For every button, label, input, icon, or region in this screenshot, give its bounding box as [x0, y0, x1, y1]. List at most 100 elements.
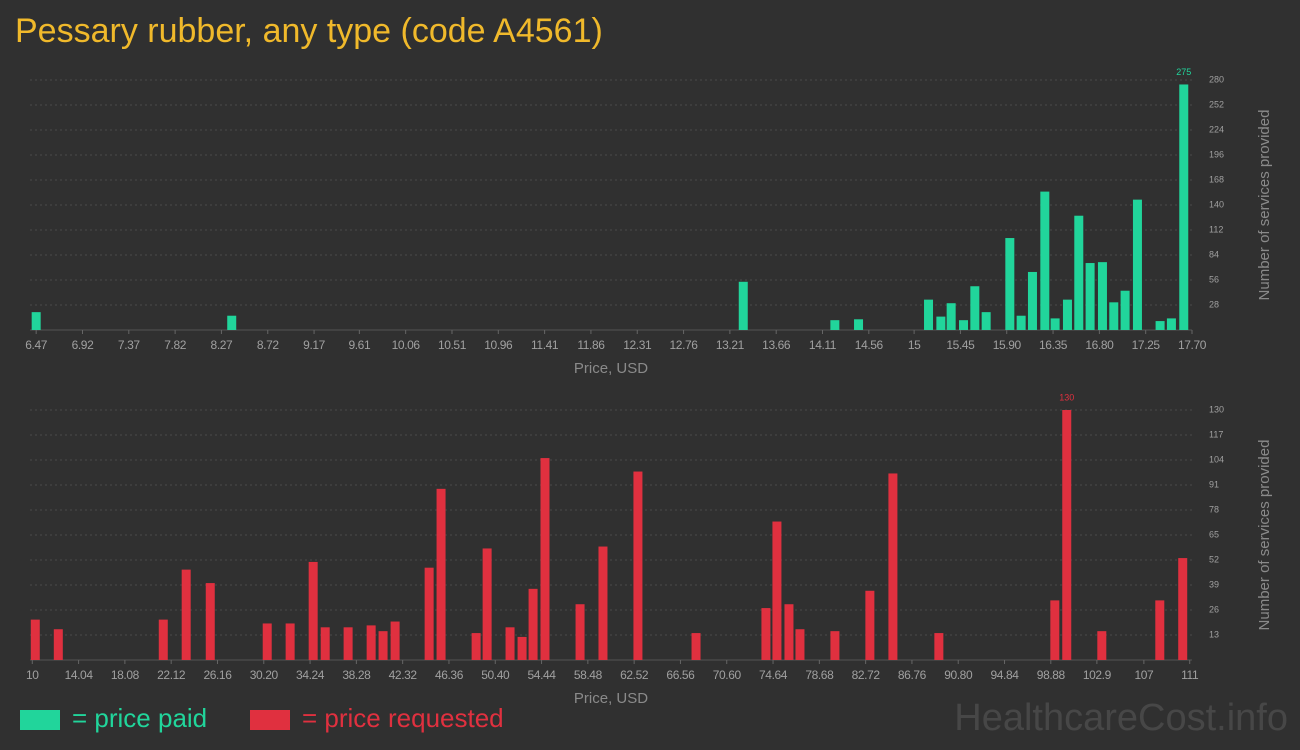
- bar: [158, 619, 168, 660]
- y-tick-label: 224: [1209, 124, 1224, 134]
- bar: [517, 636, 527, 660]
- bar: [598, 546, 608, 660]
- bar: [936, 316, 946, 330]
- x-tick-label: 107: [1134, 668, 1154, 682]
- bar: [1097, 262, 1107, 330]
- y-tick-label: 52: [1209, 554, 1219, 564]
- bar: [320, 627, 330, 660]
- x-tick-label: 9.17: [303, 338, 325, 352]
- bar: [1062, 410, 1072, 660]
- x-tick-label: 98.88: [1037, 668, 1066, 682]
- bar: [795, 629, 805, 660]
- x-tick-label: 9.61: [348, 338, 370, 352]
- x-tick-label: 7.82: [164, 338, 186, 352]
- bar: [854, 319, 864, 330]
- bar: [471, 633, 481, 660]
- bar: [540, 458, 550, 660]
- x-tick-label: 74.64: [759, 668, 788, 682]
- y-tick-label: 112: [1209, 224, 1223, 234]
- y-tick-label: 78: [1209, 504, 1219, 514]
- watermark: HealthcareCost.info: [954, 697, 1288, 739]
- y-tick-label: 196: [1209, 149, 1224, 159]
- x-axis-label: Price, USD: [574, 360, 648, 377]
- bar: [934, 633, 944, 660]
- x-axis-label: Price, USD: [574, 690, 648, 707]
- y-tick-label: 84: [1209, 249, 1219, 259]
- x-tick-label: 82.72: [852, 668, 881, 682]
- bar: [482, 548, 492, 660]
- bar: [946, 303, 956, 330]
- x-tick-label: 8.72: [257, 338, 279, 352]
- bar: [784, 604, 794, 660]
- bar: [343, 627, 353, 660]
- y-tick-label: 65: [1209, 529, 1219, 539]
- y-tick-label: 28: [1209, 299, 1219, 309]
- bar: [959, 320, 969, 330]
- x-tick-label: 13.21: [716, 338, 745, 352]
- bar: [528, 588, 538, 660]
- x-tick-label: 26.16: [203, 668, 232, 682]
- bar: [505, 627, 515, 660]
- x-tick-label: 18.08: [111, 668, 140, 682]
- bar: [1178, 558, 1188, 660]
- x-tick-label: 50.40: [481, 668, 510, 682]
- x-tick-label: 90.80: [944, 668, 973, 682]
- bar: [181, 569, 191, 660]
- x-tick-label: 30.20: [250, 668, 279, 682]
- x-tick-label: 111: [1181, 668, 1199, 682]
- x-tick-label: 17.70: [1178, 338, 1207, 352]
- x-tick-label: 46.36: [435, 668, 464, 682]
- bar: [205, 583, 215, 660]
- y-tick-label: 39: [1209, 579, 1219, 589]
- bar: [981, 312, 991, 330]
- bar: [888, 473, 898, 660]
- legend-swatch: [250, 710, 290, 730]
- y-tick-label: 140: [1209, 199, 1224, 209]
- x-tick-label: 7.37: [118, 338, 140, 352]
- legend-label: = price paid: [72, 703, 207, 733]
- bar: [1166, 318, 1176, 330]
- x-tick-label: 22.12: [157, 668, 186, 682]
- bar: [308, 561, 318, 660]
- bar: [1097, 631, 1107, 660]
- bar: [830, 320, 840, 330]
- bar: [1074, 215, 1084, 330]
- bar: [1040, 191, 1050, 330]
- x-tick-label: 58.48: [574, 668, 603, 682]
- bar: [378, 631, 388, 660]
- y-tick-label: 252: [1209, 99, 1224, 109]
- bar: [1016, 315, 1026, 330]
- bar: [1120, 290, 1130, 330]
- bar: [285, 623, 295, 660]
- y-tick-label: 280: [1209, 74, 1224, 84]
- x-tick-label: 10.51: [438, 338, 467, 352]
- bar: [262, 623, 272, 660]
- x-tick-label: 16.35: [1039, 338, 1068, 352]
- x-tick-label: 86.76: [898, 668, 927, 682]
- x-tick-label: 11.41: [531, 338, 559, 352]
- x-tick-label: 15: [908, 338, 921, 352]
- y-tick-label: 91: [1209, 479, 1219, 489]
- y-tick-label: 117: [1209, 429, 1223, 439]
- y-tick-label: 130: [1209, 404, 1224, 414]
- x-tick-label: 6.92: [72, 338, 94, 352]
- bar: [1085, 263, 1095, 330]
- x-tick-label: 10: [26, 668, 39, 682]
- bar: [1027, 271, 1037, 330]
- x-tick-label: 14.56: [855, 338, 884, 352]
- x-tick-label: 66.56: [666, 668, 695, 682]
- x-tick-label: 34.24: [296, 668, 325, 682]
- bar: [772, 521, 782, 660]
- x-tick-label: 70.60: [713, 668, 742, 682]
- x-tick-label: 17.25: [1132, 338, 1161, 352]
- value-label: 275: [1176, 67, 1191, 77]
- bar: [1050, 600, 1060, 660]
- y-axis-label: Number of services provided: [1256, 110, 1273, 301]
- x-tick-label: 11.86: [577, 338, 605, 352]
- bar: [1155, 321, 1165, 330]
- x-tick-label: 12.31: [623, 338, 652, 352]
- bar: [390, 621, 400, 660]
- x-tick-label: 8.27: [211, 338, 233, 352]
